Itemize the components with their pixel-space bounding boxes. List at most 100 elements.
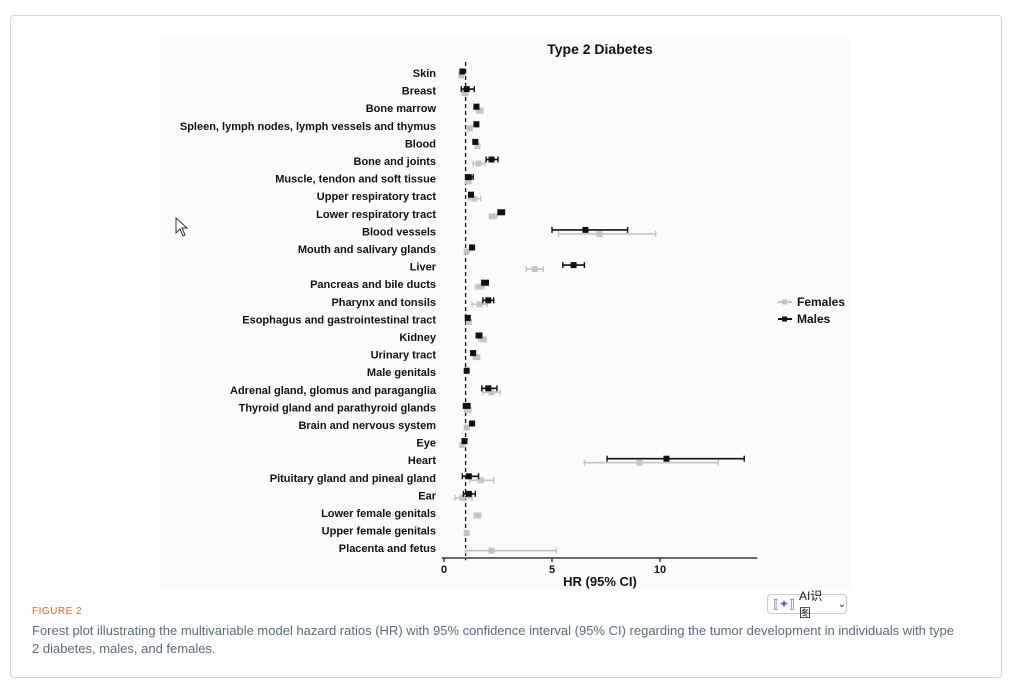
point-estimate (473, 121, 480, 128)
point-estimate (475, 332, 482, 339)
point-estimate (459, 68, 466, 75)
point-estimate (461, 438, 468, 445)
ci-mark-males (481, 279, 489, 286)
category-label: Brain and nervous system (298, 420, 436, 432)
point-estimate (474, 142, 481, 149)
point-estimate (476, 283, 483, 290)
ci-mark-males (462, 490, 477, 497)
ci-mark-males (551, 226, 629, 233)
ci-mark-males (464, 314, 471, 321)
mouse-cursor-icon (175, 217, 189, 237)
point-estimate (485, 297, 492, 304)
category-label: Eye (416, 438, 436, 450)
legend-females-marker (782, 299, 787, 305)
category-label: Male genitals (367, 367, 436, 379)
ci-mark-females (471, 301, 488, 308)
category-label: Muscle, tendon and soft tissue (275, 174, 436, 186)
point-estimate (489, 213, 496, 220)
ci-mark-females (464, 547, 558, 554)
legend: Females Males (778, 295, 845, 326)
ci-mark-males (485, 156, 499, 163)
category-label: Bone and joints (354, 156, 437, 168)
category-label: Upper female genitals (322, 526, 436, 538)
category-label: Lower respiratory tract (316, 209, 436, 221)
point-estimate (470, 350, 477, 357)
category-label: Liver (410, 262, 437, 274)
category-label: Esophagus and gastrointestinal tract (242, 314, 436, 326)
ci-mark-females (472, 160, 486, 167)
ci-mark-females (473, 512, 482, 519)
point-estimate (636, 459, 643, 466)
ci-mark-males (464, 174, 474, 181)
category-label: Lower female genitals (321, 508, 436, 520)
ci-mark-males (468, 191, 474, 198)
category-label: Adrenal gland, glomus and paraganglia (230, 385, 437, 397)
point-estimate (459, 442, 466, 449)
ci-mark-females (466, 125, 473, 132)
ci-mark-females (463, 424, 470, 431)
point-estimate (479, 336, 486, 343)
point-estimate (473, 354, 480, 361)
ci-mark-males (473, 103, 480, 110)
ci-mark-males (459, 68, 466, 75)
ci-mark-males (497, 209, 506, 216)
point-estimate (463, 402, 470, 409)
ci-mark-males (469, 420, 476, 427)
ai-button-label: AI识图 (798, 589, 823, 620)
figure-caption: Forest plot illustrating the multivariab… (32, 623, 954, 656)
point-estimate (488, 156, 495, 163)
point-estimate (570, 262, 577, 269)
x-tick-label: 5 (549, 564, 555, 576)
ci-mark-females (463, 248, 470, 255)
category-label: Mouth and salivary glands (298, 244, 436, 256)
sparkle-scan-icon: ⟦✦⟧ (773, 597, 795, 611)
ci-mark-females (583, 459, 720, 466)
ci-mark-females (525, 266, 545, 273)
category-label: Pituitary gland and pineal gland (270, 473, 436, 485)
ci-mark-females (454, 494, 473, 501)
ci-mark-males (461, 473, 480, 480)
category-label: Ear (418, 490, 436, 502)
ci-mark-males (470, 350, 477, 357)
point-estimate (463, 367, 470, 374)
point-estimate (465, 473, 472, 480)
ci-mark-males (475, 332, 483, 339)
ci-mark-males (473, 121, 480, 128)
ci-mark-males (481, 385, 498, 392)
point-estimate (663, 455, 670, 462)
point-estimate (465, 318, 472, 325)
ci-mark-males (469, 244, 476, 251)
point-estimate (476, 107, 483, 114)
point-estimate (476, 301, 483, 308)
point-estimate (596, 230, 603, 237)
category-label: Spleen, lymph nodes, lymph vessels and t… (180, 121, 436, 133)
point-estimate (475, 160, 482, 167)
ci-mark-females (477, 336, 487, 343)
x-tick-label: 0 (441, 564, 447, 576)
ci-mark-females (482, 389, 501, 396)
category-label: Placenta and fetus (339, 543, 436, 555)
chevron-down-icon: ⌄ (837, 598, 846, 610)
ci-mark-males (463, 367, 470, 374)
category-label: Thyroid gland and parathyroid glands (239, 402, 436, 414)
point-estimate (463, 530, 470, 537)
category-label: Blood (405, 138, 436, 150)
ci-mark-females (488, 213, 498, 220)
category-label: Heart (408, 455, 436, 467)
ai-image-recognition-button[interactable]: ⟦✦⟧ AI识图 ⌄ (767, 589, 847, 620)
category-label: Pancreas and bile ducts (310, 279, 436, 291)
ci-mark-females (474, 142, 481, 149)
point-estimate (459, 494, 466, 501)
ci-mark-males (461, 438, 468, 445)
ci-mark-males (606, 455, 745, 462)
point-estimate (462, 90, 469, 97)
point-estimate (469, 420, 476, 427)
point-estimate (464, 178, 471, 185)
point-estimate (463, 248, 470, 255)
ci-mark-males (472, 138, 479, 145)
point-estimate (488, 547, 495, 554)
ci-mark-males (482, 297, 495, 304)
chart-title: Type 2 Diabetes (547, 41, 653, 57)
point-estimate (458, 72, 465, 79)
point-estimate (482, 279, 489, 286)
